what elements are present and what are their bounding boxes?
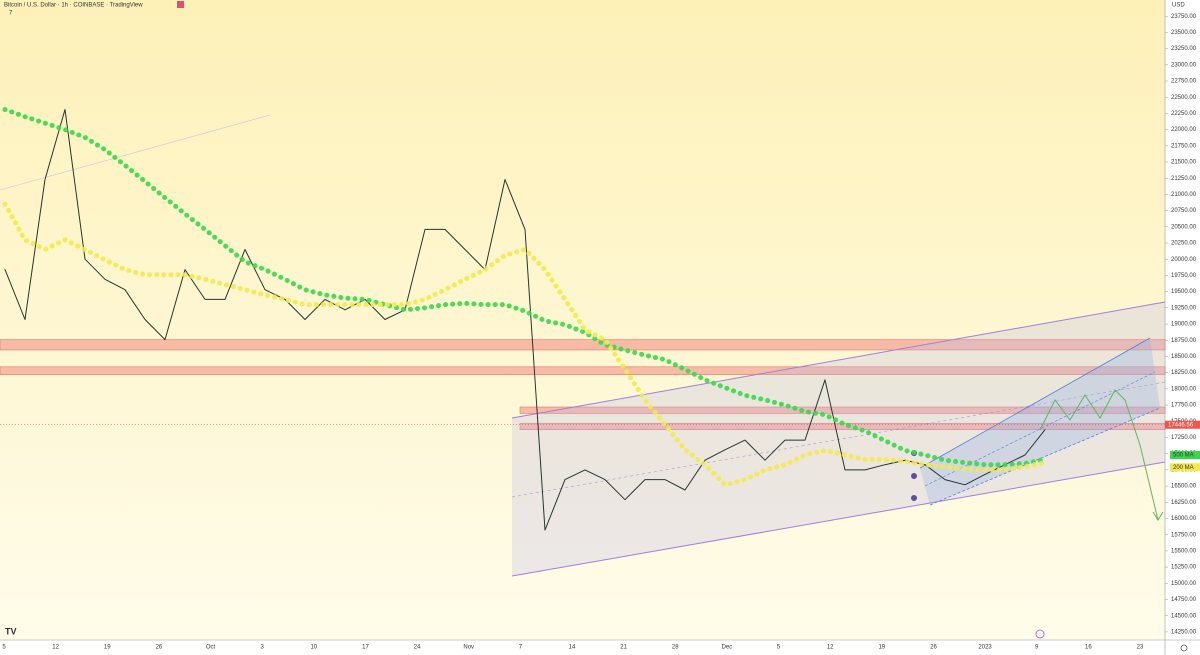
x-tick-label: 23 [1137, 645, 1144, 651]
y-tick-label: 19000.00 [1171, 322, 1197, 328]
y-tick-label: 19250.00 [1171, 305, 1197, 311]
projection-arrow [1152, 511, 1164, 521]
status-icon [177, 1, 184, 8]
y-tick-label: 22500.00 [1171, 95, 1197, 101]
y-tick-label: 20000.00 [1171, 257, 1197, 263]
x-tick-label: 2023 [978, 645, 992, 651]
x-tick-label: 26 [930, 645, 937, 651]
moving-average [2, 107, 1048, 468]
y-tick-label: 15500.00 [1171, 548, 1197, 554]
y-tick-label: 17750.00 [1171, 403, 1197, 409]
last-price-badge [1165, 420, 1200, 429]
x-tick-label: 16 [1085, 645, 1092, 651]
x-tick-label: 5 [777, 645, 781, 651]
event-marker[interactable] [911, 473, 917, 479]
y-tick-label: 14250.00 [1171, 629, 1197, 635]
x-tick-label: 21 [620, 645, 627, 651]
legend-badge [1170, 463, 1200, 472]
settings-icon[interactable] [1180, 644, 1188, 652]
y-tick-label: 15000.00 [1171, 581, 1197, 587]
y-tick-label: 18500.00 [1171, 354, 1197, 360]
y-tick-label: 20500.00 [1171, 224, 1197, 230]
price-axis [1165, 0, 1200, 655]
y-tick-label: 23000.00 [1171, 62, 1197, 68]
sr-zone [519, 406, 1166, 414]
x-tick-label: 9 [1035, 645, 1039, 651]
channel-line [511, 461, 1166, 577]
event-marker[interactable] [911, 495, 917, 501]
y-tick-label: 23250.00 [1171, 46, 1197, 52]
x-tick-label: 19 [104, 645, 111, 651]
y-tick-label: 21500.00 [1171, 160, 1197, 166]
y-tick-label: 15750.00 [1171, 532, 1197, 538]
y-tick-label: 23500.00 [1171, 30, 1197, 36]
y-tick-label: 21750.00 [1171, 143, 1197, 149]
time-axis [0, 640, 1165, 655]
y-tick-label: 18250.00 [1171, 370, 1197, 376]
legend-label: 200 MA [1173, 465, 1194, 471]
sr-zone [0, 339, 1166, 351]
x-tick-label: 3 [261, 645, 265, 651]
y-tick-label: 22250.00 [1171, 111, 1197, 117]
channel-line [511, 301, 1166, 419]
y-tick-label: 14750.00 [1171, 597, 1197, 603]
y-tick-label: 23750.00 [1171, 14, 1197, 20]
y-tick-label: 15250.00 [1171, 565, 1197, 571]
y-tick-label: 17250.00 [1171, 435, 1197, 441]
parallel-line [929, 407, 1161, 506]
legend-label: 500 MA [1173, 453, 1194, 459]
price-line [4, 109, 1046, 531]
currency-label[interactable]: USD [1172, 3, 1185, 9]
x-tick-label: Nov [463, 645, 474, 651]
x-tick-label: 19 [878, 645, 885, 651]
x-tick-label: Oct [206, 645, 216, 651]
y-tick-label: 19750.00 [1171, 273, 1197, 279]
y-tick-label: 21000.00 [1171, 192, 1197, 198]
indicator-count[interactable]: 7 [9, 11, 13, 17]
y-tick-label: 19500.00 [1171, 289, 1197, 295]
sr-zone [0, 366, 1166, 375]
parallel-channel [920, 338, 1160, 505]
projection-path [1039, 389, 1159, 521]
legend-badge [1170, 451, 1200, 460]
y-tick-label: 14500.00 [1171, 613, 1197, 619]
parallel-line [919, 337, 1151, 469]
y-tick-label: 18000.00 [1171, 386, 1197, 392]
x-tick-label: 12 [52, 645, 59, 651]
y-tick-label: 21250.00 [1171, 176, 1197, 182]
x-tick-label: 24 [414, 645, 421, 651]
y-tick-label: 20750.00 [1171, 208, 1197, 214]
y-tick-label: 22750.00 [1171, 79, 1197, 85]
y-tick-label: 22000.00 [1171, 127, 1197, 133]
x-tick-label: 5 [2, 645, 6, 651]
x-tick-label: Dec [722, 645, 733, 651]
x-tick-label: 12 [827, 645, 834, 651]
x-tick-label: 14 [569, 645, 576, 651]
y-tick-label: 16250.00 [1171, 500, 1197, 506]
trend-line [0, 114, 271, 191]
plot-background [0, 0, 1165, 640]
y-tick-label: 20250.00 [1171, 241, 1197, 247]
y-tick-label: 16000.00 [1171, 516, 1197, 522]
y-tick-label: 18750.00 [1171, 338, 1197, 344]
x-tick-label: 28 [672, 645, 679, 651]
x-tick-label: 26 [156, 645, 163, 651]
x-tick-label: 7 [519, 645, 523, 651]
chart-title: Bitcoin / U.S. Dollar · 1h · COINBASE · … [4, 3, 143, 9]
last-price-label: 17446.56 [1168, 422, 1194, 428]
moving-average [2, 201, 1048, 488]
y-tick-label: 16500.00 [1171, 484, 1197, 490]
x-tick-label: 10 [310, 645, 317, 651]
event-icon[interactable] [1035, 629, 1045, 639]
x-tick-label: 17 [362, 645, 369, 651]
logo: TV [5, 626, 17, 636]
